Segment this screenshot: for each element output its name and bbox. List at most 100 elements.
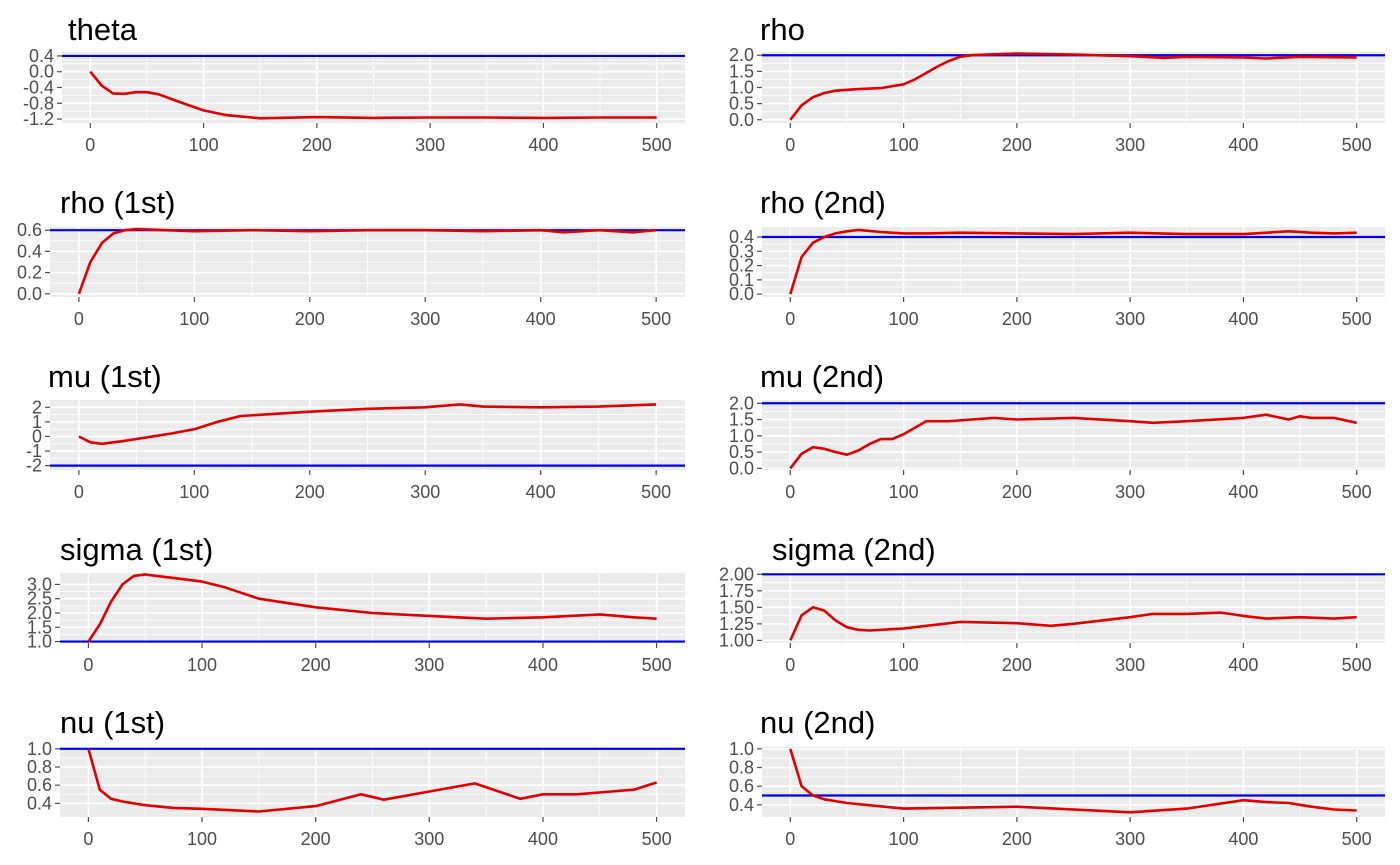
panel-8: sigma (2nd)0 100 200 300 400 5002.001.751.501… — [719, 532, 1385, 675]
tick-label-x: 0 — [74, 482, 84, 502]
panel-title: rho — [760, 12, 805, 47]
tick-label-x: 100 — [179, 309, 209, 329]
tick-label-x: 0 — [785, 482, 795, 502]
tick-label-y: 1.5 — [729, 410, 754, 430]
tick-label-y: 1.0 — [27, 632, 52, 652]
tick-label-y: 1.50 — [719, 597, 754, 617]
tick-label-x: 200 — [302, 135, 332, 155]
tick-label-y: -2 — [26, 456, 42, 476]
tick-label-y: 0.0 — [729, 284, 754, 304]
tick-label-x: 100 — [889, 482, 919, 502]
tick-label-y: -1.2 — [23, 109, 54, 129]
tick-label-x: 100 — [189, 135, 219, 155]
tick-label-y: 1.25 — [719, 614, 754, 634]
tick-label-x: 500 — [1342, 482, 1372, 502]
panel-title: rho (1st) — [60, 185, 175, 220]
tick-label-x: 300 — [1115, 829, 1145, 849]
tick-label-y: 0.5 — [729, 94, 754, 114]
tick-label-y: 0.4 — [729, 795, 754, 815]
tick-label-y: 0.0 — [29, 62, 54, 82]
panel-title: sigma (2nd) — [772, 532, 936, 567]
tick-label-y: 0.3 — [729, 241, 754, 261]
tick-label-x: 400 — [528, 655, 558, 675]
panel-2: rho 0 100 200 300 400 500 2.01.51.00.50.0 — [729, 12, 1385, 155]
tick-label-x: 200 — [1002, 655, 1032, 675]
trace-line — [789, 228, 1357, 295]
tick-label-y: 1.0 — [729, 426, 754, 446]
tick-label-y: -1 — [26, 441, 42, 461]
tick-label-y: 0.0 — [729, 110, 754, 130]
trace-line — [789, 748, 1357, 814]
tick-label-y: 0.1 — [729, 270, 754, 290]
panel-title: sigma (1st) — [60, 532, 213, 567]
tick-label-x: 300 — [415, 135, 445, 155]
panel-title: mu (1st) — [48, 359, 162, 394]
tick-label-x: 500 — [641, 309, 671, 329]
tick-label-y: 1.00 — [719, 630, 754, 650]
trace-line — [78, 403, 657, 446]
panel-1: theta 0 100 200 300 400 500 0.40.0-0.4-0.8-1.2 — [23, 12, 685, 155]
tick-label-y: 0.5 — [729, 442, 754, 462]
tick-label-x: 0 — [83, 655, 93, 675]
tick-label-x: 200 — [1002, 482, 1032, 502]
trace-line — [789, 605, 1357, 641]
tick-label-y: 0.2 — [17, 263, 42, 283]
tick-label-x: 500 — [1342, 829, 1372, 849]
panel-9: nu (1st) 0 100 200 300 400 500 1.00.80.60.4 — [27, 705, 685, 849]
tick-label-y: 1 — [32, 412, 42, 432]
tick-label-x: 500 — [642, 829, 672, 849]
panel-6: mu (2nd) 0 100 200 300 400 500 2.01.51.00.50.0 — [729, 359, 1385, 502]
tick-label-x: 100 — [187, 829, 217, 849]
trace-line — [89, 70, 657, 120]
tick-label-x: 0 — [785, 309, 795, 329]
tick-label-x: 400 — [1228, 829, 1258, 849]
tick-label-y: 1.0 — [27, 739, 52, 759]
tick-label-x: 100 — [889, 829, 919, 849]
tick-label-y: 1.75 — [719, 581, 754, 601]
tick-label-x: 400 — [1228, 482, 1258, 502]
trace-line — [87, 748, 657, 813]
tick-label-x: 400 — [528, 829, 558, 849]
tick-label-x: 300 — [410, 482, 440, 502]
tick-label-x: 300 — [1115, 482, 1145, 502]
tick-label-x: 400 — [528, 135, 558, 155]
panel-title: mu (2nd) — [760, 359, 884, 394]
tick-label-x: 300 — [414, 655, 444, 675]
tick-label-x: 400 — [1228, 655, 1258, 675]
tick-label-y: 2.5 — [27, 589, 52, 609]
tick-label-x: 200 — [301, 655, 331, 675]
tick-label-x: 0 — [785, 829, 795, 849]
tick-label-x: 200 — [301, 829, 331, 849]
tick-label-x: 100 — [889, 135, 919, 155]
tick-label-x: 300 — [414, 829, 444, 849]
tick-label-x: 100 — [889, 655, 919, 675]
tick-label-y: 0.0 — [17, 284, 42, 304]
tick-label-y: 0.0 — [729, 458, 754, 478]
tick-label-x: 200 — [1002, 309, 1032, 329]
tick-label-y: 0.4 — [29, 46, 54, 66]
tick-label-x: 400 — [526, 482, 556, 502]
tick-label-x: 500 — [1342, 309, 1372, 329]
tick-label-x: 100 — [889, 309, 919, 329]
tick-label-y: 0.6 — [27, 775, 52, 795]
panel-3: rho (1st) 0 100 200 300 400 500 0.60.40.20.0 — [17, 185, 685, 329]
tick-label-y: 2.0 — [729, 393, 754, 413]
tick-label-y: 0.8 — [729, 758, 754, 778]
tick-label-x: 100 — [179, 482, 209, 502]
tick-label-y: -0.8 — [23, 93, 54, 113]
tick-label-x: 300 — [1115, 655, 1145, 675]
tick-label-y: 0.6 — [17, 220, 42, 240]
tick-label-y: 2.0 — [27, 603, 52, 623]
tick-label-x: 0 — [785, 655, 795, 675]
panel-7: sigma (1st) 0 100 200 300 400 500 3.02.52.01.51… — [27, 532, 685, 675]
trace-line — [789, 52, 1357, 121]
panel-4: rho (2nd) 0 100 200 300 400 500 0.40.30.20.10.0 — [729, 185, 1385, 329]
tick-label-x: 0 — [83, 829, 93, 849]
tick-label-y: 1.0 — [729, 739, 754, 759]
trace-line — [789, 413, 1357, 470]
panel-10: nu (2nd) 0 100 200 300 400 500 1.00.80.60.4 — [729, 705, 1385, 849]
tick-label-y: 0.4 — [729, 227, 754, 247]
tick-label-x: 200 — [1002, 829, 1032, 849]
tick-label-y: 0.4 — [17, 241, 42, 261]
